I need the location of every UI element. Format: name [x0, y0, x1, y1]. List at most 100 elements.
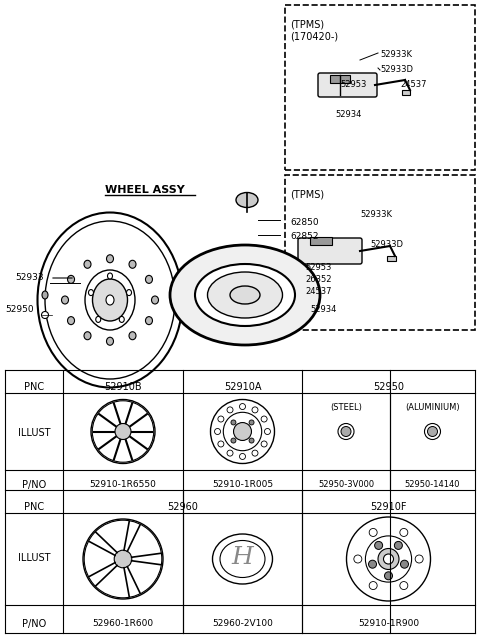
Text: 52910-1R900: 52910-1R900	[358, 619, 419, 628]
Ellipse shape	[42, 291, 48, 299]
Ellipse shape	[119, 316, 124, 323]
Text: (TPMS): (TPMS)	[290, 189, 324, 199]
Circle shape	[249, 438, 254, 443]
Text: 52953: 52953	[340, 80, 366, 89]
Circle shape	[252, 450, 258, 456]
Circle shape	[227, 407, 233, 413]
Text: 52910B: 52910B	[104, 382, 142, 392]
Text: 52934: 52934	[335, 110, 361, 119]
Ellipse shape	[37, 213, 182, 387]
Text: 52960: 52960	[167, 502, 198, 512]
Ellipse shape	[68, 275, 74, 283]
Text: 52934: 52934	[310, 305, 336, 314]
Circle shape	[261, 441, 267, 447]
Text: 52950-14140: 52950-14140	[405, 480, 460, 489]
Circle shape	[234, 422, 252, 440]
Ellipse shape	[145, 317, 153, 325]
Circle shape	[114, 550, 132, 568]
Text: 62850: 62850	[290, 218, 319, 227]
Circle shape	[231, 420, 236, 425]
FancyBboxPatch shape	[310, 237, 332, 245]
Bar	[402, 90, 410, 95]
Text: 52933: 52933	[15, 273, 44, 282]
Circle shape	[240, 404, 245, 410]
Text: (STEEL): (STEEL)	[330, 403, 362, 412]
Ellipse shape	[45, 221, 175, 379]
Text: P/NO: P/NO	[22, 619, 46, 629]
Text: 52953: 52953	[305, 263, 331, 272]
Circle shape	[83, 519, 163, 599]
Circle shape	[400, 581, 408, 590]
Circle shape	[400, 560, 408, 568]
Text: 52910-1R6550: 52910-1R6550	[90, 480, 156, 489]
Circle shape	[378, 548, 399, 569]
Circle shape	[354, 555, 362, 563]
Ellipse shape	[84, 332, 91, 340]
Circle shape	[369, 560, 376, 568]
Bar	[387, 256, 396, 261]
Ellipse shape	[106, 295, 114, 305]
Ellipse shape	[93, 279, 128, 321]
Circle shape	[91, 399, 155, 463]
Ellipse shape	[61, 296, 69, 304]
Circle shape	[218, 441, 224, 447]
Ellipse shape	[107, 255, 113, 263]
Circle shape	[261, 416, 267, 422]
Text: PNC: PNC	[24, 382, 44, 392]
Circle shape	[341, 426, 351, 436]
FancyBboxPatch shape	[285, 5, 475, 170]
Circle shape	[211, 399, 275, 463]
Ellipse shape	[85, 270, 135, 330]
Text: 52950: 52950	[373, 382, 404, 392]
Text: 62852: 62852	[290, 232, 319, 241]
Text: 52933K: 52933K	[380, 50, 412, 59]
Text: 24537: 24537	[400, 80, 427, 89]
Circle shape	[428, 426, 437, 436]
Ellipse shape	[170, 245, 320, 345]
Circle shape	[264, 429, 270, 435]
Ellipse shape	[88, 289, 94, 296]
Text: P/NO: P/NO	[22, 480, 46, 490]
Circle shape	[424, 424, 441, 440]
Text: 52910A: 52910A	[224, 382, 261, 392]
Text: (170420-): (170420-)	[290, 31, 338, 41]
Ellipse shape	[84, 260, 91, 268]
Ellipse shape	[230, 286, 260, 304]
Ellipse shape	[68, 317, 74, 325]
Circle shape	[115, 424, 131, 440]
Text: ILLUST: ILLUST	[18, 428, 50, 438]
Text: 52950: 52950	[5, 305, 34, 314]
Circle shape	[218, 416, 224, 422]
FancyBboxPatch shape	[285, 175, 475, 330]
Ellipse shape	[127, 289, 132, 296]
Text: (TPMS): (TPMS)	[290, 19, 324, 29]
Ellipse shape	[207, 272, 283, 318]
Circle shape	[252, 407, 258, 413]
Circle shape	[369, 581, 377, 590]
Ellipse shape	[145, 275, 153, 283]
Text: 52910F: 52910F	[370, 502, 407, 512]
Circle shape	[365, 536, 412, 582]
Text: 52960-2V100: 52960-2V100	[212, 619, 273, 628]
Circle shape	[400, 528, 408, 537]
Ellipse shape	[129, 260, 136, 268]
Ellipse shape	[41, 311, 48, 318]
Circle shape	[384, 572, 393, 580]
Text: PNC: PNC	[24, 502, 44, 512]
Text: 52960-1R600: 52960-1R600	[93, 619, 154, 628]
Circle shape	[338, 424, 354, 440]
Text: 24537: 24537	[305, 287, 332, 296]
Ellipse shape	[213, 534, 273, 584]
FancyBboxPatch shape	[298, 238, 362, 264]
Ellipse shape	[195, 264, 295, 326]
Circle shape	[395, 541, 402, 550]
Text: 52933D: 52933D	[380, 65, 413, 74]
Text: 52933D: 52933D	[370, 240, 403, 249]
FancyBboxPatch shape	[318, 73, 377, 97]
Circle shape	[369, 528, 377, 537]
Circle shape	[347, 517, 431, 601]
Ellipse shape	[152, 296, 158, 304]
Circle shape	[240, 454, 245, 459]
Ellipse shape	[96, 316, 101, 323]
Circle shape	[223, 412, 262, 450]
